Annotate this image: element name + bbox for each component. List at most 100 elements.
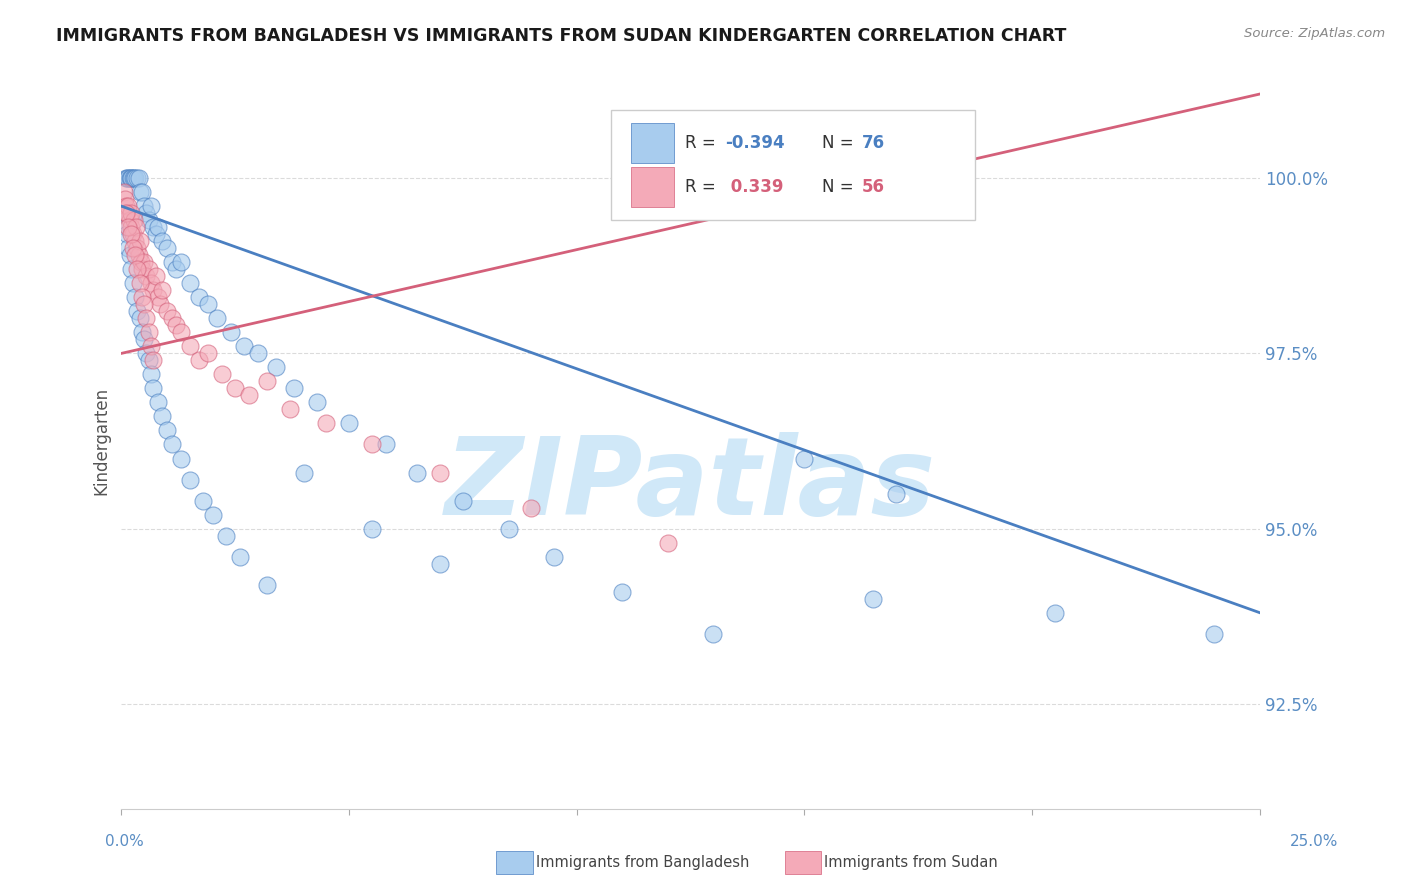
- Point: [793, 451, 815, 466]
- Point: [169, 451, 191, 466]
- Point: [124, 171, 146, 186]
- Point: [128, 185, 150, 199]
- Point: [115, 227, 138, 242]
- Point: [115, 220, 138, 235]
- Point: [169, 255, 191, 269]
- Point: [115, 206, 138, 220]
- Point: [122, 171, 145, 186]
- Point: [131, 326, 153, 340]
- Point: [138, 213, 160, 227]
- Point: [122, 213, 145, 227]
- Point: [451, 493, 474, 508]
- Text: ZIPatlas: ZIPatlas: [446, 432, 936, 538]
- Point: [125, 220, 148, 235]
- Point: [120, 227, 142, 242]
- Point: [145, 227, 167, 242]
- Point: [264, 360, 287, 375]
- Point: [112, 185, 135, 199]
- Point: [135, 206, 157, 220]
- Point: [612, 584, 634, 599]
- Point: [145, 269, 167, 284]
- Point: [374, 437, 396, 451]
- Point: [114, 206, 136, 220]
- Point: [520, 500, 543, 515]
- Point: [152, 234, 174, 248]
- Point: [134, 297, 156, 311]
- Point: [152, 283, 174, 297]
- Point: [156, 241, 179, 255]
- Point: [543, 549, 565, 564]
- Point: [156, 424, 179, 438]
- Point: [118, 171, 141, 186]
- Point: [862, 591, 884, 606]
- Point: [128, 277, 150, 291]
- Point: [152, 409, 174, 424]
- Point: [219, 326, 242, 340]
- Point: [131, 290, 153, 304]
- Point: [1204, 626, 1226, 640]
- Point: [429, 557, 451, 571]
- Point: [135, 346, 157, 360]
- Point: [256, 375, 278, 389]
- Text: Source: ZipAtlas.com: Source: ZipAtlas.com: [1244, 27, 1385, 40]
- Point: [278, 402, 301, 417]
- Point: [256, 577, 278, 591]
- Point: [224, 381, 246, 395]
- Point: [115, 171, 138, 186]
- Point: [127, 304, 149, 318]
- Point: [187, 290, 209, 304]
- Point: [115, 206, 138, 220]
- Point: [215, 528, 238, 542]
- Text: Immigrants from Bangladesh: Immigrants from Bangladesh: [536, 855, 749, 870]
- Point: [138, 353, 160, 368]
- Point: [135, 269, 157, 284]
- Text: 56: 56: [862, 178, 884, 196]
- Point: [1043, 606, 1066, 620]
- Point: [128, 311, 150, 326]
- Point: [117, 199, 139, 213]
- Point: [169, 326, 191, 340]
- Point: [139, 339, 162, 353]
- Point: [118, 213, 141, 227]
- Text: R =: R =: [685, 134, 721, 152]
- Point: [146, 290, 169, 304]
- Point: [179, 339, 201, 353]
- Point: [307, 395, 329, 409]
- Y-axis label: Kindergarten: Kindergarten: [93, 387, 110, 495]
- Point: [131, 185, 153, 199]
- Point: [117, 171, 139, 186]
- Point: [187, 353, 209, 368]
- Point: [138, 326, 160, 340]
- Point: [124, 290, 146, 304]
- Point: [121, 227, 143, 242]
- Point: [361, 522, 384, 536]
- Point: [139, 199, 162, 213]
- Point: [498, 522, 520, 536]
- Point: [121, 241, 143, 255]
- Point: [114, 192, 136, 206]
- Point: [160, 311, 183, 326]
- Text: 0.339: 0.339: [725, 178, 783, 196]
- Point: [211, 368, 233, 382]
- Point: [139, 368, 162, 382]
- Text: Immigrants from Sudan: Immigrants from Sudan: [824, 855, 998, 870]
- Point: [229, 549, 252, 564]
- Point: [135, 311, 157, 326]
- Point: [138, 262, 160, 277]
- Point: [120, 171, 142, 186]
- Point: [120, 262, 142, 277]
- Point: [283, 381, 305, 395]
- Point: [134, 332, 156, 346]
- Point: [146, 395, 169, 409]
- Point: [247, 346, 270, 360]
- Point: [127, 241, 149, 255]
- Point: [657, 535, 679, 549]
- Point: [118, 248, 141, 262]
- Text: 76: 76: [862, 134, 884, 152]
- Point: [406, 466, 429, 480]
- Point: [156, 304, 179, 318]
- Point: [115, 171, 138, 186]
- Point: [238, 388, 260, 402]
- Point: [117, 241, 139, 255]
- Point: [337, 417, 360, 431]
